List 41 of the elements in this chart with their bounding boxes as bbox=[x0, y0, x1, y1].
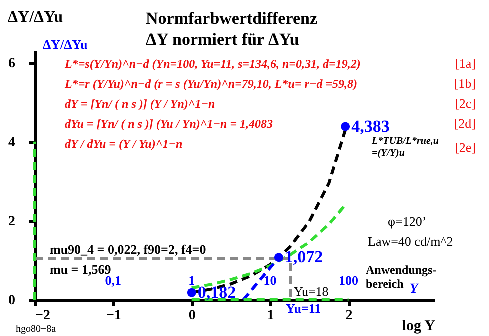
text: [2c] bbox=[455, 96, 476, 111]
annotation: L*=r (Y/Yu)^n−d (r = s (Yu/Yn)^n=79,10, L*u= r−d =59,8) bbox=[64, 77, 358, 91]
data-label: 4,383 bbox=[352, 116, 390, 136]
text: Yu=11 bbox=[286, 301, 322, 316]
x2-tick-label: 100 bbox=[338, 273, 358, 288]
text: hgo80−8a bbox=[16, 324, 57, 335]
text: [1a] bbox=[455, 56, 476, 71]
x-tick-label: 2 bbox=[346, 308, 353, 324]
annotation: Yu=18 bbox=[294, 284, 329, 299]
y-tick-label: 2 bbox=[8, 214, 16, 230]
annotation: L*TUB/L*rue,u bbox=[371, 136, 440, 147]
text: [2d] bbox=[454, 116, 476, 131]
text: [2e] bbox=[455, 140, 476, 155]
chart-subtitle: ΔY normiert für ΔYu bbox=[146, 30, 300, 49]
annotation: φ=120’ bbox=[388, 214, 427, 229]
y-tick-label: 4 bbox=[8, 135, 16, 150]
annotation: Law=40 cd/m^2 bbox=[368, 234, 454, 249]
annotation: Anwendungs- bbox=[366, 263, 437, 277]
annotation: ΔY/ΔYu bbox=[43, 37, 88, 52]
chart-title: Normfarbwertdifferenz bbox=[146, 9, 318, 28]
x-tick-label: −2 bbox=[36, 308, 50, 324]
x-axis-title: log Y bbox=[402, 318, 436, 334]
annotation: bereich bbox=[366, 277, 404, 291]
annotation: dYu = [Yn/ ( n s )] (Yu / Yn)^1−n = 1,4083 bbox=[65, 117, 274, 131]
data-label: 1,072 bbox=[284, 248, 324, 267]
x-tick-label: −1 bbox=[106, 308, 122, 324]
annotation: =(Y/Y)u bbox=[372, 148, 406, 159]
x-tick-label: 1 bbox=[267, 308, 274, 324]
annotation: mu90_4 = 0,022, f90=2, f4=0 bbox=[50, 242, 206, 257]
x2-tick-label: 10 bbox=[264, 273, 277, 288]
x-tick-label: 0 bbox=[188, 308, 196, 324]
annotation: dY / dYu = (Y / Yu)^1−n bbox=[65, 137, 183, 151]
y-tick-label: 0 bbox=[8, 294, 16, 308]
text: [1b] bbox=[454, 76, 476, 91]
data-label: 0,182 bbox=[198, 282, 236, 302]
annotation: L*=s(Y/Yn)^n−d (Yn=100, Yu=11, s=134,6, n=0,31, d=19,2) bbox=[64, 57, 361, 71]
x2-tick-label: 1 bbox=[188, 273, 196, 288]
y-axis-title: ΔY/ΔYu bbox=[8, 9, 64, 26]
x2-axis-title: Y bbox=[410, 282, 420, 297]
annotation: dY = [Yn/ ( n s )] (Y / Yn)^1−n bbox=[65, 97, 216, 111]
y-tick-label: 6 bbox=[8, 56, 16, 72]
